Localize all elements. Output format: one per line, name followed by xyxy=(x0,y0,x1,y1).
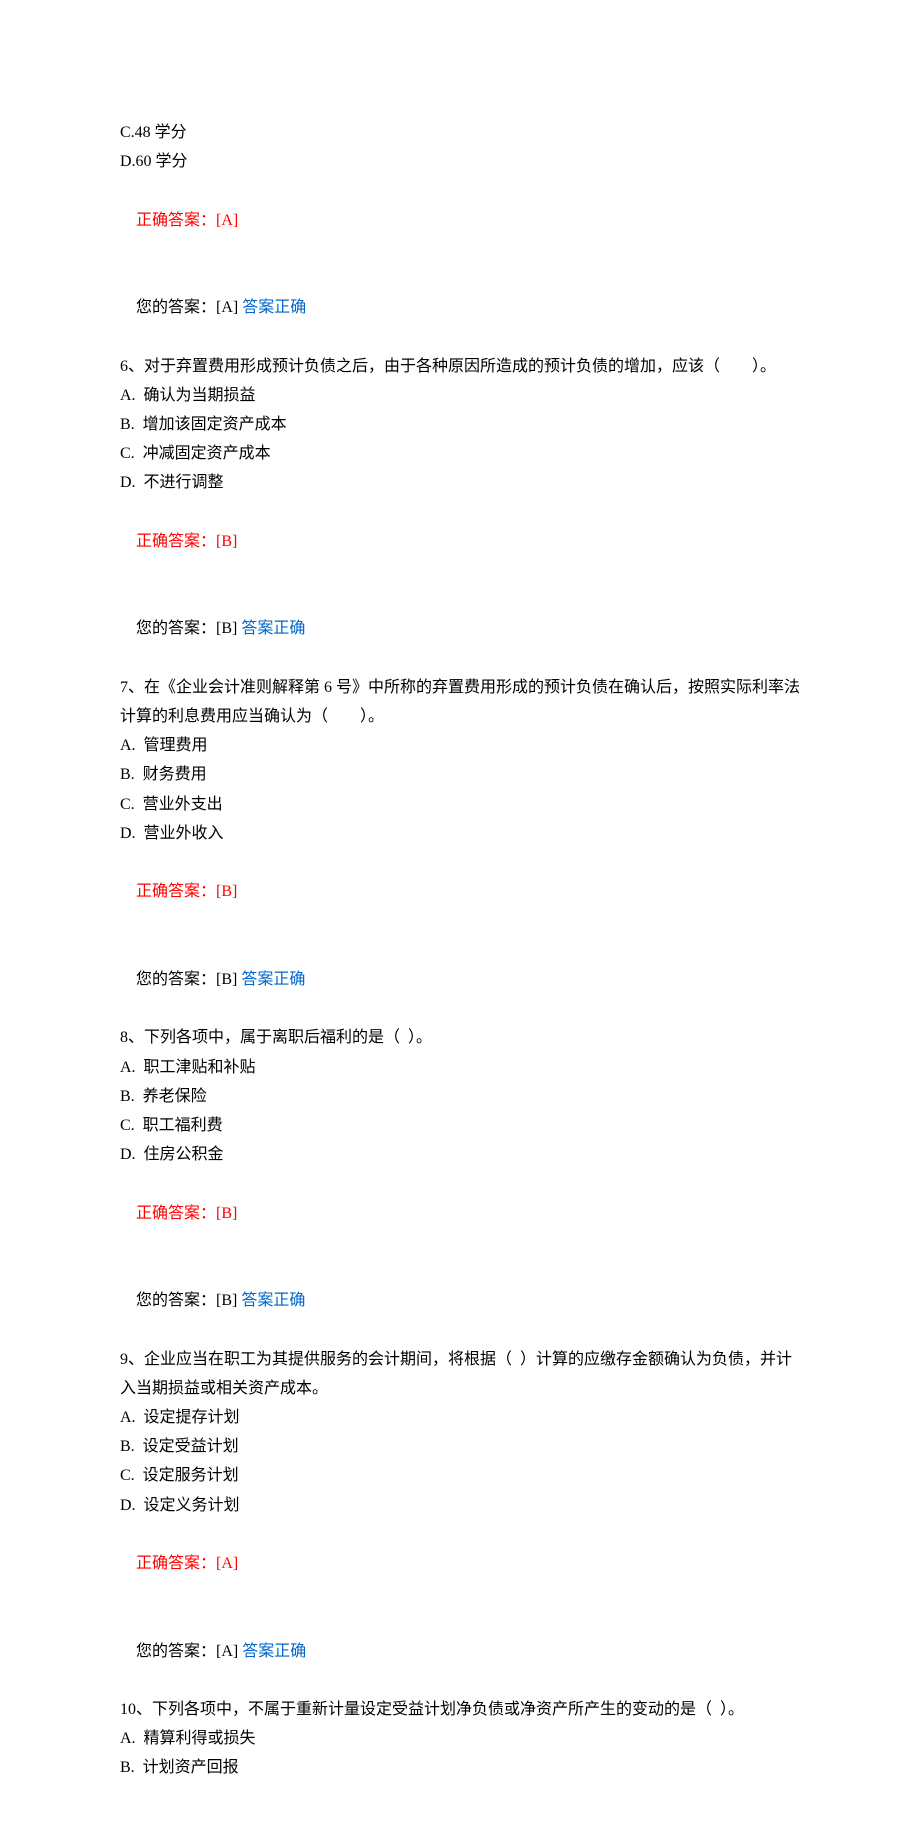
correct-answer-label: 正确答案： xyxy=(136,883,216,900)
correct-answer-line: 正确答案：[B] xyxy=(120,848,800,936)
your-answer-label: 您的答案： xyxy=(136,620,216,637)
correct-answer-value: [B] xyxy=(216,533,237,550)
option-text: A. 精算利得或损失 xyxy=(120,1724,800,1753)
your-answer-value: [A] xyxy=(216,299,242,316)
question-stem: 8、下列各项中，属于离职后福利的是（ ）。 xyxy=(120,1023,800,1052)
option-text: C. 营业外支出 xyxy=(120,790,800,819)
your-answer-value: [B] xyxy=(216,1292,241,1309)
answer-correct-text: 答案正确 xyxy=(242,1643,306,1660)
your-answer-value: [B] xyxy=(216,620,241,637)
option-text: B. 计划资产回报 xyxy=(120,1753,800,1782)
question-stem: 6、对于弃置费用形成预计负债之后，由于各种原因所造成的预计负债的增加，应该（ ）… xyxy=(120,352,800,381)
your-answer-line: 您的答案：[B] 答案正确 xyxy=(120,936,800,1024)
your-answer-label: 您的答案： xyxy=(136,1292,216,1309)
correct-answer-label: 正确答案： xyxy=(136,533,216,550)
correct-answer-line: 正确答案：[B] xyxy=(120,498,800,586)
your-answer-label: 您的答案： xyxy=(136,971,216,988)
question-stem: 7、在《企业会计准则解释第 6 号》中所称的弃置费用形成的预计负债在确认后，按照… xyxy=(120,673,800,731)
correct-answer-value: [A] xyxy=(216,1555,238,1572)
correct-answer-label: 正确答案： xyxy=(136,1555,216,1572)
answer-correct-text: 答案正确 xyxy=(241,620,305,637)
option-text: D.60 学分 xyxy=(120,147,800,176)
correct-answer-line: 正确答案：[A] xyxy=(120,176,800,264)
correct-answer-line: 正确答案：[A] xyxy=(120,1520,800,1608)
answer-correct-text: 答案正确 xyxy=(241,1292,305,1309)
your-answer-label: 您的答案： xyxy=(136,299,216,316)
option-text: C. 设定服务计划 xyxy=(120,1461,800,1490)
option-text: C. 职工福利费 xyxy=(120,1111,800,1140)
correct-answer-label: 正确答案： xyxy=(136,212,216,229)
option-text: B. 养老保险 xyxy=(120,1082,800,1111)
your-answer-line: 您的答案：[B] 答案正确 xyxy=(120,1257,800,1345)
your-answer-value: [B] xyxy=(216,971,241,988)
document-page: C.48 学分 D.60 学分 正确答案：[A] 您的答案：[A] 答案正确 6… xyxy=(0,0,920,1843)
option-text: B. 增加该固定资产成本 xyxy=(120,410,800,439)
option-text: B. 财务费用 xyxy=(120,760,800,789)
your-answer-label: 您的答案： xyxy=(136,1643,216,1660)
your-answer-line: 您的答案：[B] 答案正确 xyxy=(120,585,800,673)
option-text: D. 住房公积金 xyxy=(120,1140,800,1169)
option-text: A. 确认为当期损益 xyxy=(120,381,800,410)
correct-answer-value: [B] xyxy=(216,1205,237,1222)
correct-answer-value: [B] xyxy=(216,883,237,900)
option-text: A. 设定提存计划 xyxy=(120,1403,800,1432)
question-stem: 9、企业应当在职工为其提供服务的会计期间，将根据（ ）计算的应缴存金额确认为负债… xyxy=(120,1345,800,1403)
your-answer-line: 您的答案：[A] 答案正确 xyxy=(120,264,800,352)
correct-answer-line: 正确答案：[B] xyxy=(120,1169,800,1257)
your-answer-value: [A] xyxy=(216,1643,242,1660)
correct-answer-value: [A] xyxy=(216,212,238,229)
option-text: D. 营业外收入 xyxy=(120,819,800,848)
option-text: B. 设定受益计划 xyxy=(120,1432,800,1461)
your-answer-line: 您的答案：[A] 答案正确 xyxy=(120,1607,800,1695)
option-text: C.48 学分 xyxy=(120,118,800,147)
option-text: D. 不进行调整 xyxy=(120,468,800,497)
answer-correct-text: 答案正确 xyxy=(242,299,306,316)
option-text: D. 设定义务计划 xyxy=(120,1491,800,1520)
answer-correct-text: 答案正确 xyxy=(241,971,305,988)
option-text: C. 冲减固定资产成本 xyxy=(120,439,800,468)
question-stem: 10、下列各项中，不属于重新计量设定受益计划净负债或净资产所产生的变动的是（ ）… xyxy=(120,1695,800,1724)
option-text: A. 管理费用 xyxy=(120,731,800,760)
correct-answer-label: 正确答案： xyxy=(136,1205,216,1222)
option-text: A. 职工津贴和补贴 xyxy=(120,1053,800,1082)
